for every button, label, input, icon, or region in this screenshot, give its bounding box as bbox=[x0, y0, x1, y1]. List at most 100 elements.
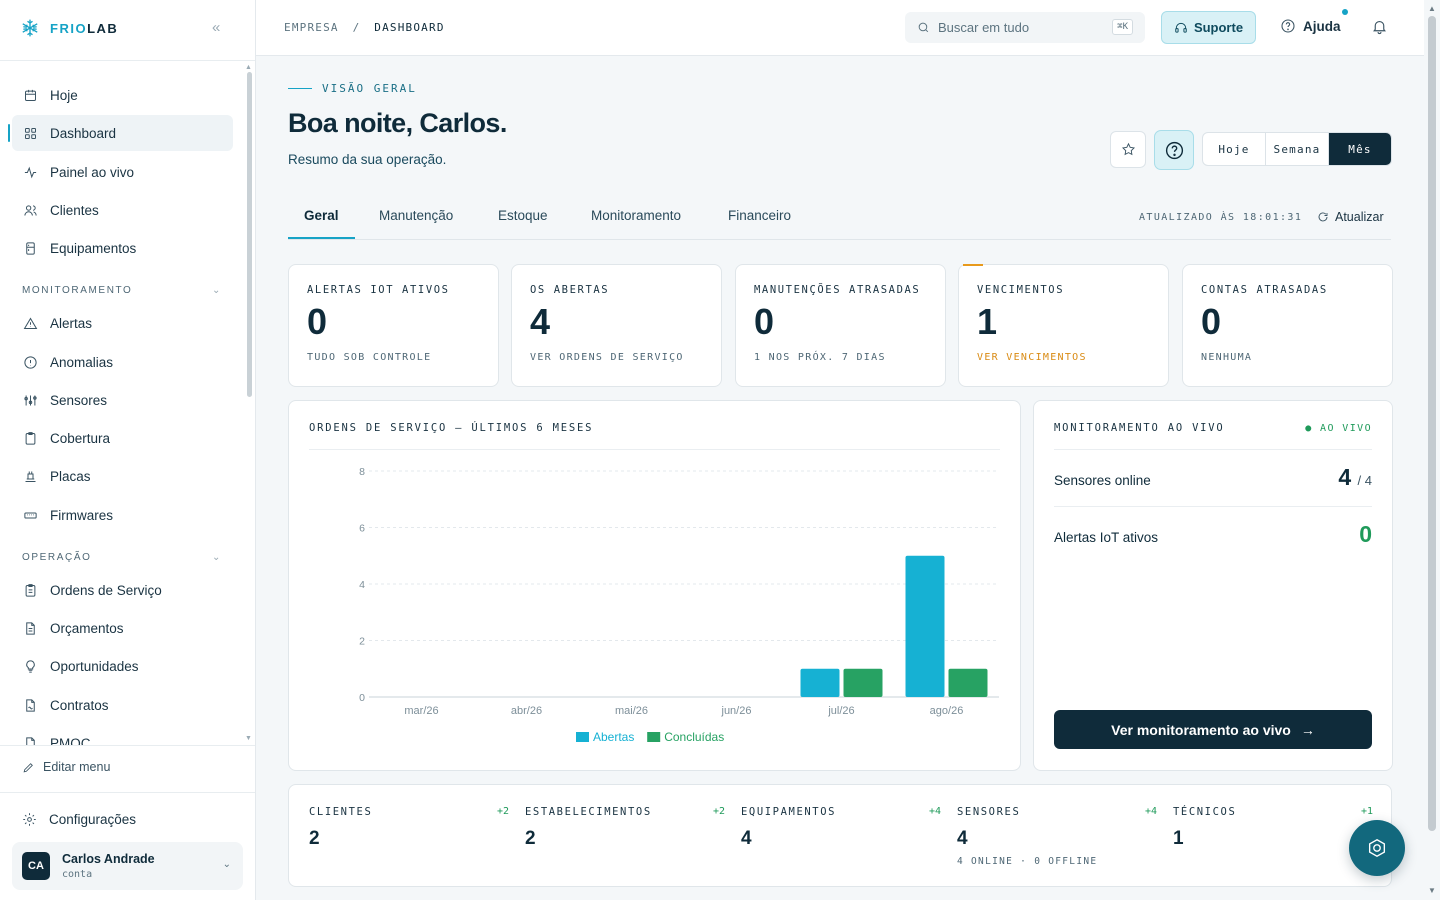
breadcrumb-root[interactable]: EMPRESA bbox=[284, 21, 339, 34]
kpi-card-manutencoes[interactable]: MANUTENÇÕES ATRASADAS 0 1 NOS PRÓX. 7 DI… bbox=[735, 264, 946, 387]
scroll-up-arrow[interactable]: ▲ bbox=[245, 64, 252, 71]
sidebar-item-sensores[interactable]: Sensores bbox=[12, 382, 233, 418]
edit-menu-button[interactable]: Editar menu bbox=[22, 760, 110, 774]
last-updated: ATUALIZADO ÀS 18:01:31 bbox=[1139, 212, 1303, 223]
os-bar-chart: 0 2 4 6 8 mar/26 abr/26 mai/26 jun/26 jul/26 ago/2… bbox=[359, 466, 999, 744]
sidebar-item-painel-ao-vivo[interactable]: Painel ao vivo bbox=[12, 154, 233, 190]
live-badge: ● AO VIVO bbox=[1305, 423, 1372, 434]
tab-estoque[interactable]: Estoque bbox=[498, 208, 548, 223]
collapse-sidebar-icon[interactable]: « bbox=[212, 19, 221, 36]
section-monitoramento[interactable]: MONITORAMENTO ⌄ bbox=[22, 285, 222, 296]
stat-label: ESTABELECIMENTOS bbox=[525, 806, 652, 818]
help-tour-button[interactable] bbox=[1154, 130, 1194, 170]
chip-icon bbox=[24, 512, 37, 518]
sidebar-item-placas[interactable]: Placas bbox=[12, 458, 233, 494]
section-operacao[interactable]: OPERAÇÃO ⌄ bbox=[22, 552, 222, 563]
snowflake-icon bbox=[22, 19, 38, 37]
brand-logo[interactable]: FRIOLAB bbox=[20, 17, 118, 39]
stat-delta: +4 bbox=[928, 806, 941, 817]
sidebar-item-label: Clientes bbox=[50, 202, 99, 218]
arrow-right-icon: → bbox=[1300, 721, 1315, 738]
settings-link[interactable]: Configurações bbox=[22, 812, 136, 827]
page-scrollbar[interactable] bbox=[1428, 16, 1436, 831]
sidebar-item-label: Ordens de Serviço bbox=[50, 582, 162, 598]
favorite-button[interactable] bbox=[1110, 131, 1146, 168]
sidebar-item-ordens-de-servico[interactable]: Ordens de Serviço bbox=[12, 572, 233, 608]
kpi-value: 0 bbox=[307, 301, 328, 342]
kpi-card-vencimentos[interactable]: VENCIMENTOS 1 VER VENCIMENTOS bbox=[958, 264, 1169, 387]
sidebar-item-anomalias[interactable]: Anomalias bbox=[12, 344, 233, 380]
sidebar-item-alertas[interactable]: Alertas bbox=[12, 305, 233, 341]
stat-equipamentos[interactable]: EQUIPAMENTOS +4 4 bbox=[741, 806, 941, 850]
stat-clientes[interactable]: CLIENTES +2 2 bbox=[309, 806, 509, 850]
user-name: Carlos Andrade bbox=[62, 852, 155, 866]
tab-manutencao[interactable]: Manutenção bbox=[379, 208, 454, 223]
sidebar-item-pmoc[interactable]: PMOC bbox=[12, 725, 233, 746]
sidebar-item-oportunidades[interactable]: Oportunidades bbox=[12, 648, 233, 684]
clipboard-list-icon bbox=[25, 583, 36, 597]
kpi-value: 1 bbox=[977, 301, 998, 342]
sidebar-item-orcamentos[interactable]: Orçamentos bbox=[12, 610, 233, 646]
stat-tecnicos[interactable]: TÉCNICOS +1 1 bbox=[1173, 806, 1373, 850]
period-hoje[interactable]: Hoje bbox=[1203, 133, 1266, 165]
lightbulb-icon bbox=[26, 659, 35, 673]
y-tick-label: 0 bbox=[359, 692, 365, 704]
scroll-up-arrow[interactable]: ▲ bbox=[1428, 4, 1436, 13]
stat-estabelecimentos[interactable]: ESTABELECIMENTOS +2 2 bbox=[525, 806, 725, 850]
iot-alerts-label: Alertas IoT ativos bbox=[1054, 530, 1159, 545]
tab-bar: Geral Manutenção Estoque Monitoramento F… bbox=[288, 200, 1391, 240]
section-label: MONITORAMENTO bbox=[22, 285, 133, 296]
stat-label: EQUIPAMENTOS bbox=[741, 806, 837, 818]
tab-financeiro[interactable]: Financeiro bbox=[728, 208, 792, 223]
tab-monitoramento[interactable]: Monitoramento bbox=[591, 208, 682, 223]
headset-icon bbox=[1175, 22, 1187, 33]
kpi-link[interactable]: VER ORDENS DE SERVIÇO bbox=[530, 352, 684, 363]
sidebar-item-firmwares[interactable]: Firmwares bbox=[12, 497, 233, 533]
page-title: Boa noite, Carlos. bbox=[288, 108, 507, 138]
floating-help-button[interactable] bbox=[1349, 820, 1405, 876]
support-button[interactable]: Suporte bbox=[1161, 11, 1256, 44]
user-menu[interactable]: CA Carlos Andrade conta ⌄ bbox=[12, 842, 243, 890]
sidebar-item-dashboard[interactable]: Dashboard bbox=[12, 115, 233, 151]
help-button[interactable]: Ajuda bbox=[1280, 18, 1341, 34]
y-tick-label: 2 bbox=[359, 636, 365, 648]
sidebar-item-contratos[interactable]: Contratos bbox=[12, 687, 233, 723]
divider bbox=[0, 792, 255, 793]
sidebar-item-cobertura[interactable]: Cobertura bbox=[12, 420, 233, 456]
refresh-icon bbox=[1318, 212, 1328, 222]
stat-label: SENSORES bbox=[957, 806, 1021, 818]
stat-sensores[interactable]: SENSORES +4 4 4 ONLINE · 0 OFFLINE bbox=[957, 806, 1157, 867]
scroll-down-arrow[interactable]: ▼ bbox=[1428, 886, 1436, 895]
tab-geral[interactable]: Geral bbox=[304, 208, 339, 223]
kpi-sub: TUDO SOB CONTROLE bbox=[307, 352, 432, 363]
grid-icon bbox=[25, 127, 36, 139]
brand-name: FRIOLAB bbox=[50, 20, 119, 36]
kpi-card-contas[interactable]: CONTAS ATRASADAS 0 NENHUMA bbox=[1182, 264, 1393, 387]
view-live-monitoring-button[interactable]: Ver monitoramento ao vivo → bbox=[1054, 710, 1372, 749]
kpi-card-alertas[interactable]: ALERTAS IOT ATIVOS 0 TUDO SOB CONTROLE bbox=[288, 264, 499, 387]
nav-group-operacao: Ordens de Serviço Orçamentos Oportunidades… bbox=[0, 0, 244, 746]
sidebar-item-label: Orçamentos bbox=[50, 620, 124, 636]
refresh-button[interactable]: Atualizar bbox=[1317, 210, 1384, 224]
sidebar-item-equipamentos[interactable]: Equipamentos bbox=[12, 230, 233, 266]
sidebar-item-hoje[interactable]: Hoje bbox=[12, 77, 233, 113]
iot-alerts-row: Alertas IoT ativos 0 bbox=[1054, 521, 1372, 548]
users-icon bbox=[24, 204, 37, 216]
sensors-online-value: 4 / 4 bbox=[1338, 464, 1372, 491]
sidebar-item-clientes[interactable]: Clientes bbox=[12, 192, 233, 228]
stat-value: 4 bbox=[957, 828, 968, 849]
kpi-card-os-abertas[interactable]: OS ABERTAS 4 VER ORDENS DE SERVIÇO bbox=[511, 264, 722, 387]
scroll-down-arrow[interactable]: ▼ bbox=[245, 735, 252, 742]
period-mes[interactable]: Mês bbox=[1329, 133, 1391, 165]
file-signature-icon bbox=[26, 698, 35, 712]
divider bbox=[309, 449, 1000, 450]
notifications-button[interactable] bbox=[1371, 18, 1388, 40]
sidebar-scrollbar[interactable] bbox=[247, 72, 252, 397]
settings-label: Configurações bbox=[49, 812, 137, 827]
search-input[interactable]: Buscar em tudo ⌘K bbox=[905, 12, 1145, 43]
sensors-online-row: Sensores online 4 / 4 bbox=[1054, 464, 1372, 491]
gear-icon bbox=[23, 813, 36, 826]
iot-alerts-value: 0 bbox=[1359, 521, 1372, 547]
period-semana[interactable]: Semana bbox=[1266, 133, 1329, 165]
kpi-link[interactable]: VER VENCIMENTOS bbox=[977, 352, 1087, 363]
